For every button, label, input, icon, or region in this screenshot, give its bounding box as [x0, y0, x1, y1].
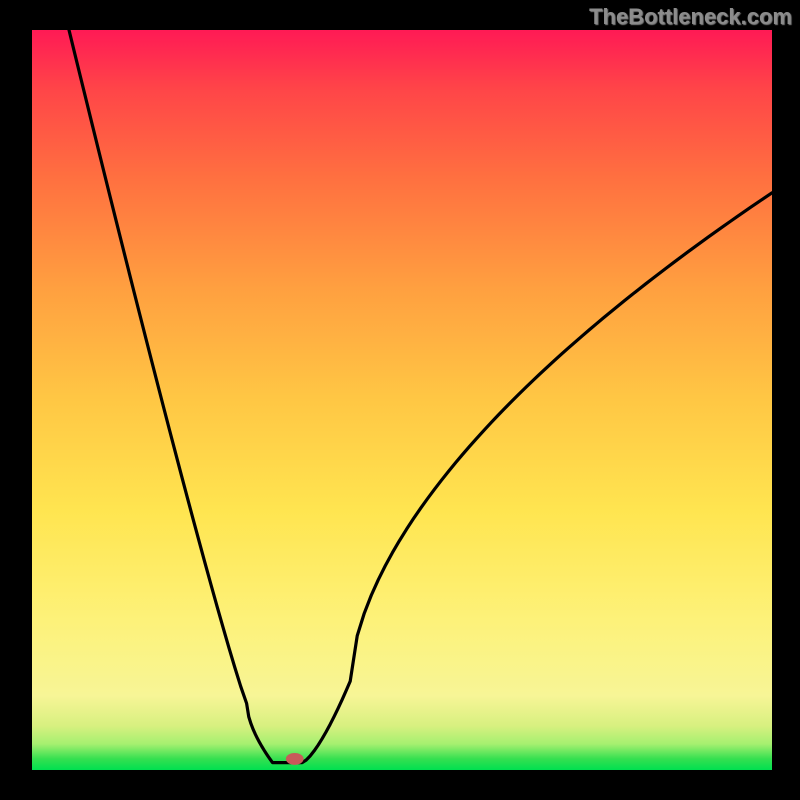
- trough-marker: [286, 753, 304, 765]
- chart-svg: [32, 30, 772, 770]
- plot-area: [32, 30, 772, 770]
- watermark-text: TheBottleneck.com: [589, 4, 792, 30]
- figure-root: TheBottleneck.com: [0, 0, 800, 800]
- chart-background: [32, 30, 772, 770]
